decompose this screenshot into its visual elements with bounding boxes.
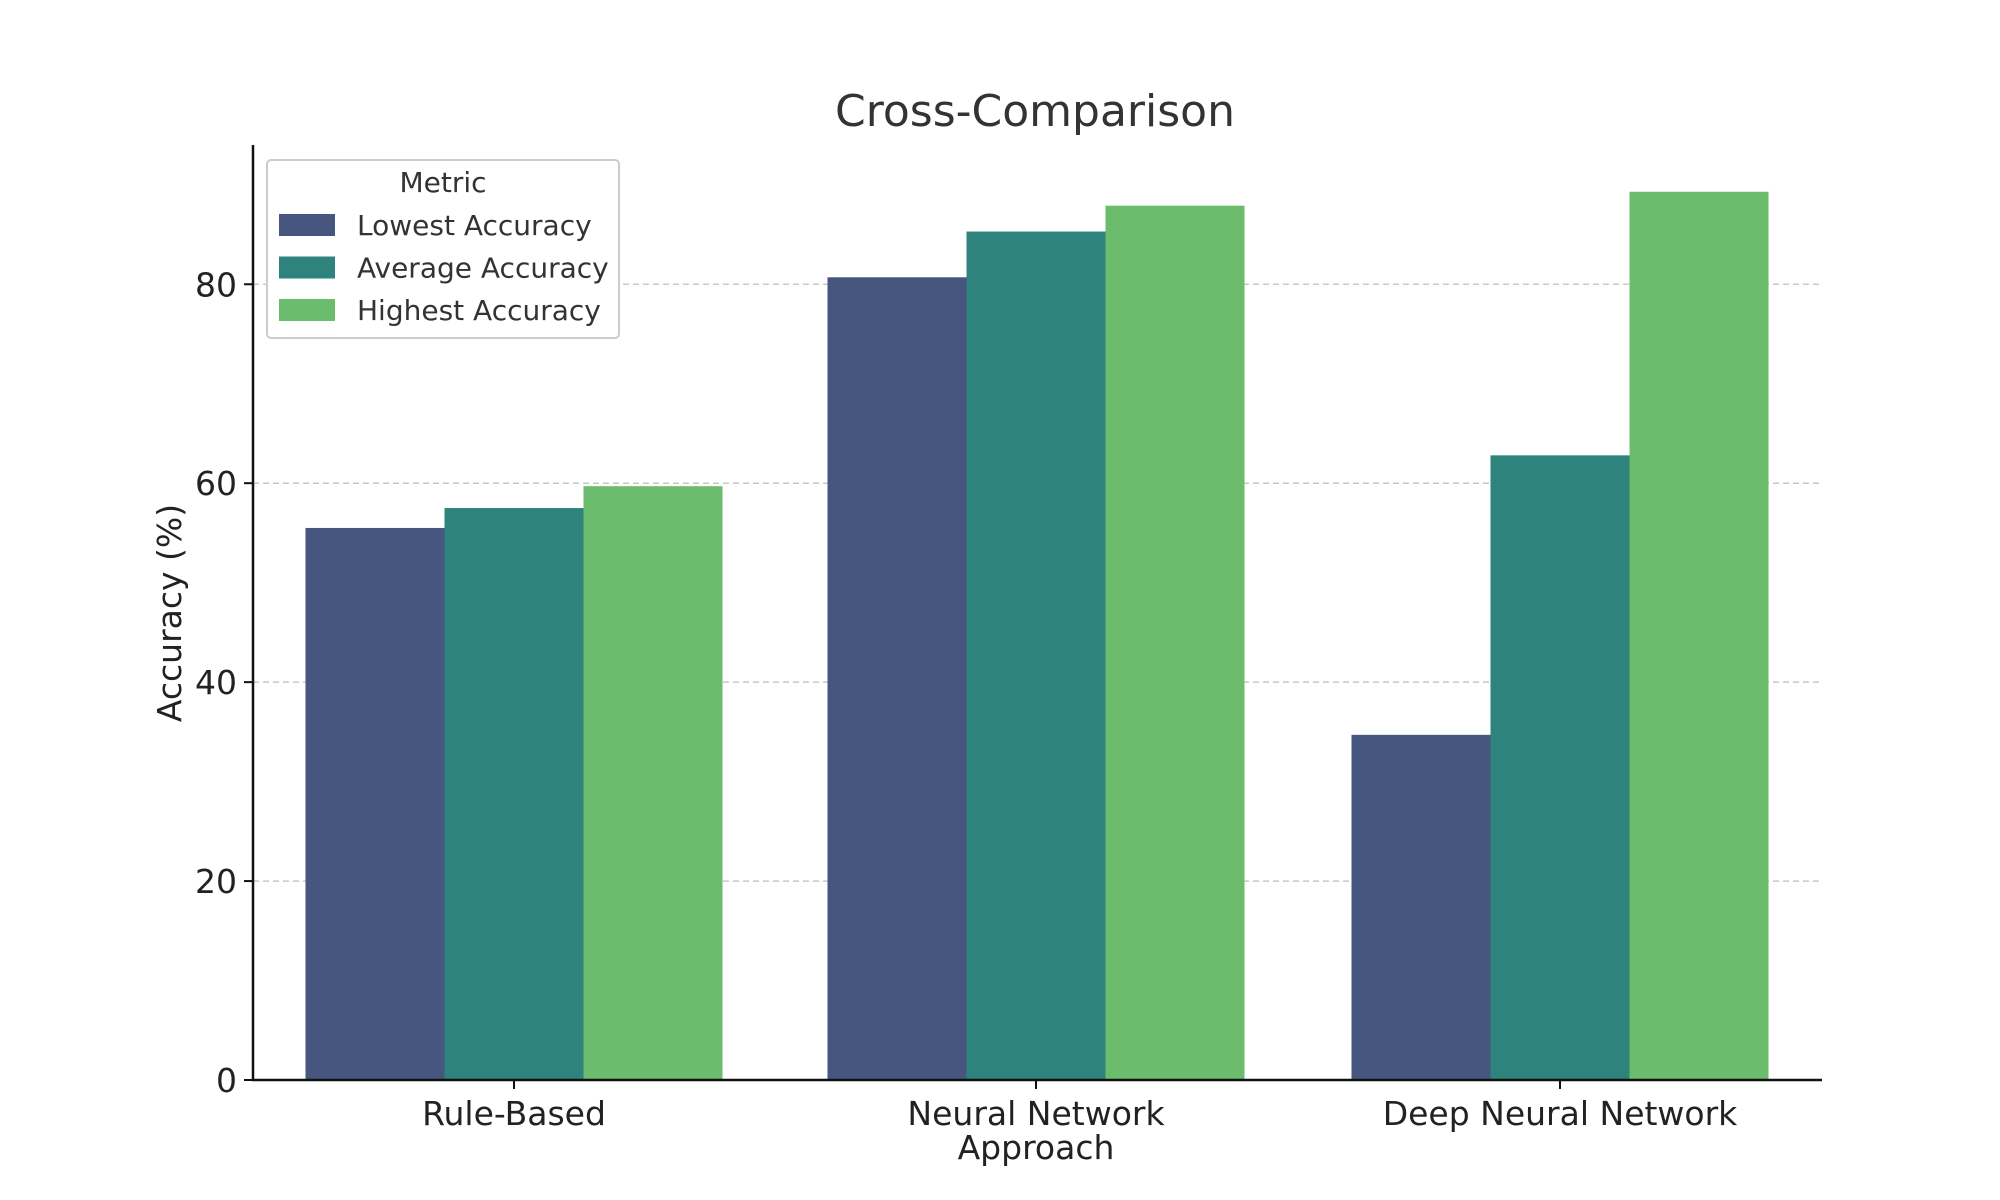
y-axis-label: Accuracy (%) xyxy=(150,504,189,722)
legend-swatch xyxy=(279,214,335,236)
bar-lowest-accuracy-neural-network xyxy=(827,277,967,1080)
legend-title: Metric xyxy=(399,166,486,199)
legend-label: Highest Accuracy xyxy=(357,294,601,327)
bar-highest-accuracy-rule-based xyxy=(583,486,723,1080)
bar-average-accuracy-neural-network xyxy=(966,231,1106,1080)
bar-average-accuracy-deep-neural-network xyxy=(1490,455,1630,1080)
y-tick-label: 20 xyxy=(195,862,237,901)
bar-lowest-accuracy-rule-based xyxy=(305,527,445,1080)
legend-label: Average Accuracy xyxy=(357,252,609,285)
legend-swatch xyxy=(279,256,335,279)
bar-average-accuracy-rule-based xyxy=(444,508,584,1081)
bar-highest-accuracy-deep-neural-network xyxy=(1629,191,1769,1080)
y-tick-label: 40 xyxy=(195,663,237,702)
y-tick-label: 60 xyxy=(195,464,237,503)
x-axis-label: Approach xyxy=(958,1128,1115,1167)
legend-label: Lowest Accuracy xyxy=(357,209,592,242)
x-tick-label: Neural Network xyxy=(907,1094,1165,1133)
bar-lowest-accuracy-deep-neural-network xyxy=(1351,734,1491,1080)
bar-highest-accuracy-neural-network xyxy=(1105,205,1245,1080)
legend-swatch xyxy=(279,299,335,321)
ticks: 0 20 40 60 80 Rule-Based Neural Network Deep Ne… xyxy=(195,265,1738,1133)
y-tick-label: 80 xyxy=(195,265,237,304)
x-tick-label: Deep Neural Network xyxy=(1383,1094,1738,1133)
x-tick-label: Rule-Based xyxy=(422,1094,606,1133)
bars xyxy=(305,191,1769,1081)
legend: Metric Lowest Accuracy Average Accuracy Hi… xyxy=(266,159,620,339)
y-tick-label: 0 xyxy=(216,1061,237,1100)
legend-frame xyxy=(266,159,620,339)
legend-entries: Lowest Accuracy Average Accuracy Highest A… xyxy=(279,209,609,327)
chart-title: Cross-Comparison xyxy=(835,86,1235,137)
